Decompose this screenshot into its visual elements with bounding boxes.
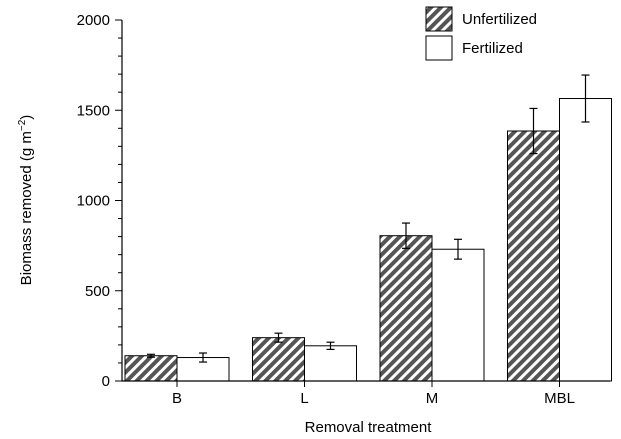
legend: Unfertilized Fertilized	[425, 6, 537, 61]
y-axis-title-close: )	[18, 115, 35, 120]
y-axis: 0 500 1000 1500 2000	[77, 12, 123, 390]
y-axis-title: Biomass removed (g m−2)	[17, 115, 35, 286]
y-tick-label-0: 0	[102, 373, 110, 390]
y-tick-label-2000: 2000	[77, 12, 110, 29]
y-tick-label-1000: 1000	[77, 193, 110, 210]
bar-m-fertilized	[431, 248, 485, 382]
y-tick-label-1500: 1500	[77, 102, 110, 119]
legend-label-unfertilized: Unfertilized	[462, 11, 537, 28]
bars-group	[124, 98, 612, 382]
error-bar-b-unfertilized	[147, 353, 155, 358]
y-axis-title-superscript: −2	[17, 119, 28, 131]
bar-l-fertilized	[304, 345, 357, 382]
y-tick-label-500: 500	[85, 283, 110, 300]
error-bar-m-unfertilized	[402, 222, 410, 249]
error-bar-m-fertilized	[454, 238, 462, 260]
legend-label-fertilized: Fertilized	[462, 40, 523, 57]
bar-l-unfertilized	[252, 337, 305, 382]
x-tick-label-mbl: MBL	[544, 390, 575, 407]
bar-mbl-unfertilized	[507, 130, 560, 382]
x-axis-title: Removal treatment	[305, 419, 433, 436]
bar-m-unfertilized	[379, 235, 433, 382]
error-bar-b-fertilized	[199, 352, 207, 363]
bar-mbl-fertilized	[559, 98, 612, 382]
x-tick-label-b: B	[172, 390, 182, 407]
bar-b-unfertilized	[124, 355, 178, 382]
x-axis: B L M MBL	[122, 380, 610, 407]
x-tick-label-m: M	[426, 390, 439, 407]
legend-swatch-unfertilized	[425, 6, 453, 32]
x-tick-label-l: L	[300, 390, 308, 407]
error-bar-l-unfertilized	[274, 332, 283, 343]
legend-swatch-fertilized	[425, 35, 453, 61]
error-bar-l-fertilized	[326, 341, 335, 351]
error-bars-group	[147, 74, 590, 363]
error-bar-mbl-unfertilized	[529, 107, 538, 155]
y-axis-title-main: Biomass removed (g m	[18, 131, 35, 285]
error-bar-mbl-fertilized	[581, 74, 590, 123]
